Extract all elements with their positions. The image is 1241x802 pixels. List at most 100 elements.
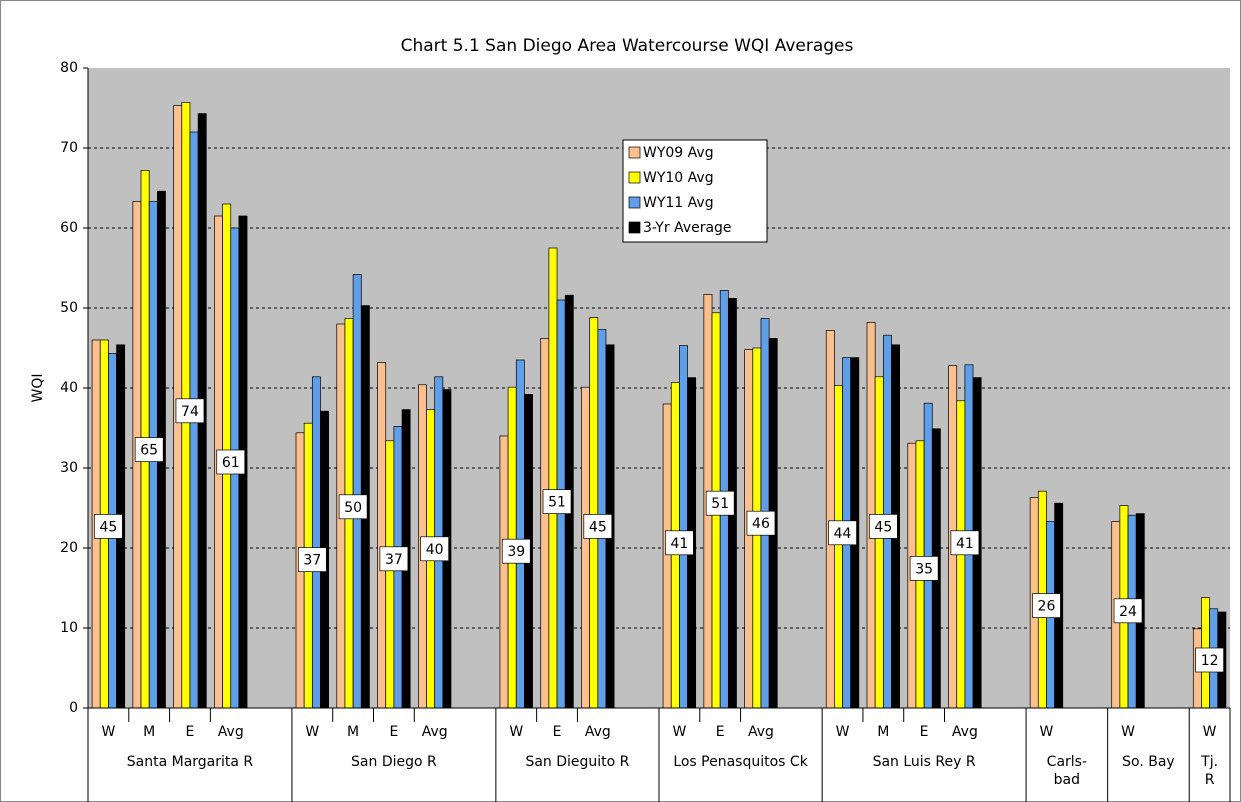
x-tick-label: E (716, 724, 725, 740)
x-tick-label: W (1121, 724, 1135, 740)
bar (540, 338, 550, 709)
group-label: Los Penasquitos Ck (673, 754, 808, 770)
data-label: 41 (956, 536, 974, 552)
data-label-group: 45 (94, 514, 123, 539)
data-label-group: 65 (134, 437, 164, 462)
y-tick-label: 60 (60, 220, 78, 236)
data-label: 37 (385, 552, 403, 568)
legend-label: WY09 Avg (643, 145, 714, 161)
group-label: Tj. R (1200, 754, 1218, 788)
data-label: 50 (344, 500, 362, 516)
data-label-group: 40 (420, 536, 450, 562)
data-label-group: 12 (1195, 647, 1224, 673)
data-label-group: 45 (868, 514, 898, 539)
bar (515, 359, 525, 709)
data-label: 61 (222, 455, 240, 471)
x-tick-label: Avg (585, 724, 611, 740)
legend-swatch (628, 196, 641, 209)
data-label-box (909, 556, 939, 581)
data-label-group: 74 (175, 398, 205, 424)
data-label-box (746, 510, 776, 536)
data-label: 51 (711, 496, 729, 512)
bar (385, 440, 395, 709)
data-label-group: 37 (297, 547, 327, 572)
data-label: 39 (507, 544, 525, 560)
legend-label: WY11 Avg (643, 195, 714, 211)
x-tick-label: W (101, 724, 115, 740)
y-tick-label: 0 (69, 700, 78, 716)
legend: WY09 Avg WY10 Avg WY11 Avg 3-Yr Average (622, 139, 768, 243)
x-tick-label: Avg (218, 724, 244, 740)
group-label: Carls-bad (1047, 754, 1087, 788)
x-tick-label: W (305, 724, 319, 740)
x-tick-label: E (186, 724, 195, 740)
data-label-box (420, 536, 450, 562)
y-tick-label: 10 (60, 620, 78, 636)
data-label-box (379, 546, 409, 572)
bar (834, 385, 843, 709)
chart-title: Chart 5.1 San Diego Area Watercourse WQI… (401, 36, 854, 56)
data-label-box (94, 514, 123, 539)
data-label-box (828, 520, 857, 546)
data-label-group: 51 (705, 490, 735, 516)
bar (581, 386, 591, 709)
x-tick-label: M (143, 724, 155, 740)
data-label: 41 (670, 536, 688, 552)
bar (548, 247, 558, 709)
data-label: 12 (1201, 653, 1219, 669)
legend-swatch (628, 146, 641, 159)
data-label-group: 37 (379, 546, 409, 572)
y-tick-label: 20 (60, 540, 78, 556)
x-tick-label: E (553, 724, 562, 740)
bar (662, 403, 672, 709)
data-label-group: 51 (542, 489, 572, 514)
y-axis-label: WQI (30, 374, 46, 403)
group-label: San Luis Rey R (873, 754, 976, 770)
group-label: San Dieguito R (525, 754, 629, 770)
data-label-box (1032, 593, 1061, 618)
x-tick-label: W (1203, 724, 1217, 740)
data-label-group: 50 (338, 494, 368, 520)
x-tick-label: M (347, 724, 359, 740)
bar (874, 376, 884, 709)
data-label-box (542, 489, 572, 514)
data-label-group: 35 (909, 556, 939, 581)
legend-label: 3-Yr Average (643, 220, 732, 236)
data-label-box (1113, 598, 1143, 624)
data-label: 40 (426, 542, 444, 558)
x-tick-label: W (509, 724, 523, 740)
data-label-box (665, 530, 694, 556)
group-label: Santa Margarita R (127, 754, 254, 770)
y-tick-label: 30 (60, 460, 78, 476)
x-tick-label: W (672, 724, 686, 740)
data-label-box (583, 514, 613, 539)
data-label: 24 (1119, 604, 1137, 620)
legend-swatch (628, 221, 641, 234)
data-label: 37 (303, 553, 321, 569)
data-label-group: 41 (665, 530, 694, 556)
data-label: 45 (589, 519, 607, 535)
y-tick-label: 80 (60, 60, 78, 76)
data-label-box (501, 538, 531, 564)
x-tick-label: Avg (422, 724, 448, 740)
data-label: 45 (874, 519, 892, 535)
legend-swatch (628, 171, 641, 184)
group-label: So. Bay (1122, 754, 1175, 770)
bar (377, 362, 387, 709)
data-label: 26 (1038, 599, 1056, 615)
x-tick-label: M (877, 724, 889, 740)
data-label-group: 39 (501, 538, 531, 564)
bar (311, 376, 321, 709)
x-tick-label: Avg (748, 724, 774, 740)
x-tick-label: E (389, 724, 398, 740)
legend-label: WY10 Avg (643, 170, 714, 186)
data-label-group: 46 (746, 510, 776, 536)
x-tick-label: Avg (952, 724, 978, 740)
group-label: San Diego R (351, 754, 437, 770)
data-label: 44 (834, 526, 852, 542)
data-label-group: 61 (216, 449, 246, 475)
data-label-box (338, 494, 368, 520)
bar (499, 435, 509, 709)
data-label: 46 (752, 516, 770, 532)
